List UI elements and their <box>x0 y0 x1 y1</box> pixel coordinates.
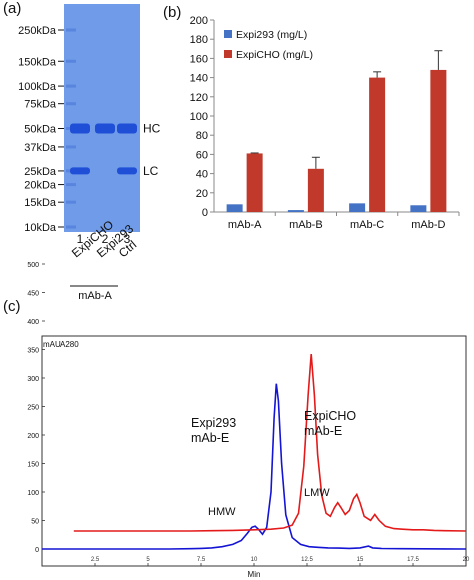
y-tick-label: 500 <box>27 262 39 269</box>
trace-expi293 <box>42 383 467 550</box>
y-tick-label: 150 <box>27 462 39 469</box>
marker-label: 150kDa <box>18 56 57 68</box>
bar-expicho <box>369 77 386 212</box>
x-axis-label: Min <box>248 570 261 579</box>
y-tick-label: 300 <box>27 376 39 383</box>
lane-number: 2 <box>102 232 109 246</box>
gel-band <box>117 167 137 175</box>
ladder-band <box>66 200 76 204</box>
trace-annotation: HMW <box>208 506 236 518</box>
legend-label: ExpiCHO (mg/L) <box>236 49 313 61</box>
y-tick-label: 200 <box>27 433 39 440</box>
trace-annotation: mAb-E <box>191 431 229 445</box>
panel-label-c: (c) <box>3 298 21 315</box>
y-tick-label: 40 <box>196 169 208 181</box>
bar-expicho <box>246 153 263 212</box>
bar-expi293 <box>226 204 243 212</box>
marker-label: 250kDa <box>18 25 57 37</box>
x-tick-label: 10 <box>251 557 258 563</box>
gel-band <box>117 123 137 134</box>
bar-chart-panel: 0 20 40 60 80 100 120 140 160 180 200 mAb-A mAb-B mAb… <box>190 15 460 231</box>
legend-label: Expi293 (mg/L) <box>236 29 307 41</box>
x-tick-label: 5 <box>146 557 150 563</box>
marker-label: 50kDa <box>24 124 57 136</box>
legend-swatch <box>224 50 232 58</box>
category-label: mAb-D <box>411 219 445 231</box>
trace-annotation: Expi293 <box>191 416 236 430</box>
y-tick-label: 100 <box>27 490 39 497</box>
ladder-band <box>66 28 76 32</box>
marker-label: 75kDa <box>24 99 57 111</box>
marker-label: 15kDa <box>24 197 57 209</box>
gel-band <box>95 123 115 134</box>
x-tick-label: 20 <box>463 557 470 563</box>
ladder-band <box>66 225 76 229</box>
trace-annotation: ExpiCHO <box>304 409 356 423</box>
y-tick-label: 140 <box>190 73 208 85</box>
gel-band <box>70 123 90 134</box>
group-label: mAb-A <box>78 290 112 300</box>
y-tick-label: 0 <box>202 207 208 219</box>
x-tick-label: 12.5 <box>301 557 313 563</box>
y-unit-label: mAU <box>43 340 61 349</box>
y-tick-label: 20 <box>196 188 208 200</box>
ladder-band <box>66 145 76 149</box>
marker-label: 100kDa <box>18 81 57 93</box>
bar-expi293 <box>349 203 366 212</box>
band-label: LC <box>143 164 159 178</box>
detector-label: A280 <box>60 340 79 349</box>
lane-number: 1 <box>77 232 84 246</box>
gel-panel: 250kDa 150kDa 100kDa 75kDa 50kDa 37kDa 25kDa 20… <box>18 4 161 300</box>
y-tick-label: 100 <box>190 111 208 123</box>
trace-expicho <box>73 353 467 532</box>
bar-expicho <box>430 69 447 212</box>
band-label: HC <box>143 122 161 136</box>
ladder-band <box>66 84 76 88</box>
legend-swatch <box>224 30 232 38</box>
marker-label: 37kDa <box>24 142 57 154</box>
ladder-band <box>66 59 76 63</box>
x-tick-label: 17.5 <box>407 557 419 563</box>
panel-label-b: (b) <box>163 4 182 21</box>
ladder-band <box>66 183 76 187</box>
panel-label-a: (a) <box>3 0 22 17</box>
marker-label: 10kDa <box>24 222 57 234</box>
marker-label: 20kDa <box>24 180 57 192</box>
x-tick-label: 2.5 <box>91 557 100 563</box>
y-tick-label: 80 <box>196 130 208 142</box>
y-tick-label: 60 <box>196 149 208 161</box>
y-tick-label: 50 <box>31 519 39 526</box>
trace-annotation: mAb-E <box>304 424 342 438</box>
y-tick-label: 400 <box>27 319 39 326</box>
category-label: mAb-C <box>350 219 384 231</box>
y-tick-label: 250 <box>27 405 39 412</box>
x-tick-label: 15 <box>357 557 364 563</box>
bar-expi293 <box>287 210 304 212</box>
bar-expi293 <box>410 205 427 212</box>
y-tick-label: 0 <box>35 547 39 554</box>
category-label: mAb-A <box>228 219 262 231</box>
y-tick-label: 450 <box>27 291 39 298</box>
category-label: mAb-B <box>289 219 323 231</box>
y-tick-label: 120 <box>190 92 208 104</box>
marker-label: 25kDa <box>24 166 57 178</box>
y-tick-label: 180 <box>190 34 208 46</box>
gel-band <box>70 167 90 175</box>
x-tick-label: 7.5 <box>197 557 206 563</box>
y-tick-label: 160 <box>190 53 208 65</box>
lane-number: 3 <box>124 232 131 246</box>
gel-background <box>64 4 140 232</box>
bar-expicho <box>307 168 324 212</box>
trace-annotation: LMW <box>304 487 330 499</box>
y-tick-label: 200 <box>190 15 208 27</box>
y-tick-label: 350 <box>27 348 39 355</box>
ladder-band <box>66 102 76 106</box>
